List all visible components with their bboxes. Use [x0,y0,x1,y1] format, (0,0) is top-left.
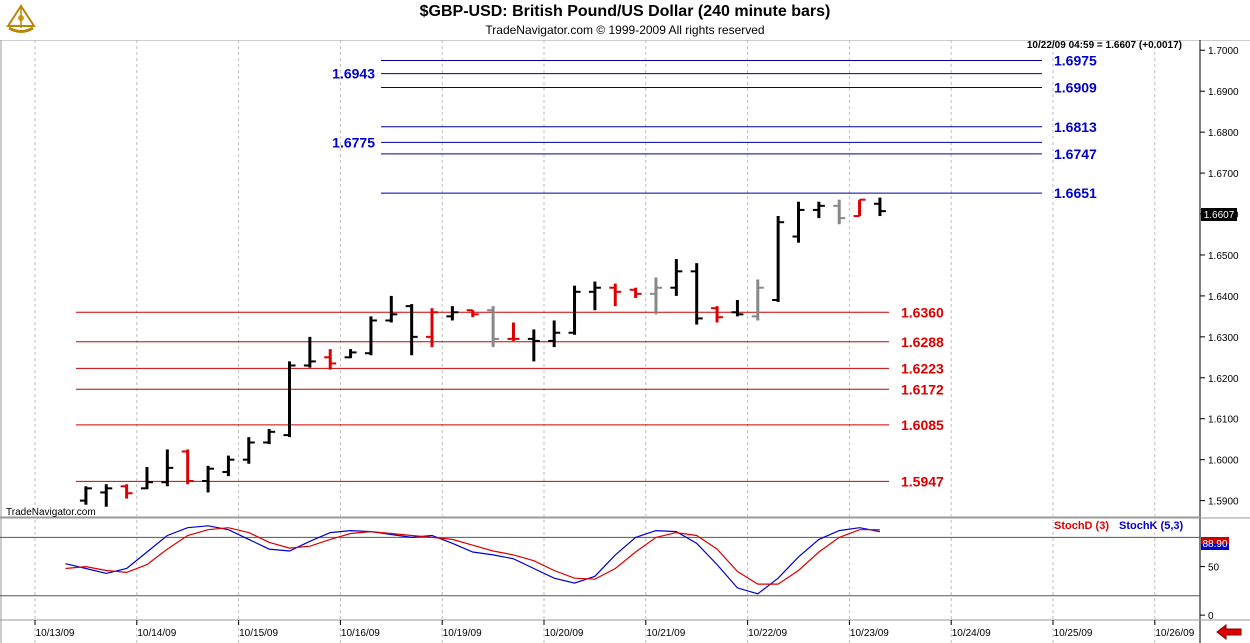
ohlc-bar [222,455,235,477]
ohlc-bar [100,484,113,507]
ohlc-bar [263,428,276,445]
ohlc-bar [690,263,703,325]
level-label: 1.6172 [901,381,944,397]
chart-title: $GBP-USD: British Pound/US Dollar (240 m… [419,3,831,20]
price-tick-label: 1.6000 [1208,456,1239,467]
ohlc-bar [283,361,296,438]
osc-last-value-label: 88.90 [1202,539,1227,550]
osc-tick-label: 50 [1208,563,1220,574]
ohlc-bars [79,197,886,507]
level-label: 1.6085 [901,417,944,433]
last-price-label: 1.6607 [1204,210,1235,221]
date-tick-label: 10/23/09 [850,628,889,639]
ohlc-bar [853,198,866,218]
scroll-left-arrow-icon[interactable] [1214,624,1244,640]
ohlc-bar [446,306,459,321]
price-tick-label: 1.6100 [1208,415,1239,426]
ohlc-bar [629,287,642,298]
ohlc-bar [527,329,540,362]
ohlc-bar [324,349,337,370]
ohlc-bar [426,308,439,348]
ohlc-bar [487,306,500,348]
ohlc-bar [181,449,194,485]
date-axis: 10/13/09 10/14/09 10/15/09 10/16/09 10/19/09… [34,620,1195,639]
price-tick-label: 1.6500 [1208,251,1239,262]
price-tick-label: 1.7000 [1208,46,1239,57]
chart-area: 1.6975 1.6943 1.6909 1.6813 1.6775 1.6747 1.66… [0,40,1250,643]
ohlc-bar [202,465,215,493]
date-tick-label: 10/21/09 [646,628,685,639]
ohlc-bar [344,349,357,359]
osc-tick-label: 0 [1208,611,1214,622]
chart-subtitle: TradeNavigator.com © 1999-2009 All right… [485,23,765,37]
ohlc-bar [711,306,724,323]
ohlc-bar [568,285,581,335]
ohlc-bar [120,484,133,499]
date-tick-label: 10/22/09 [748,628,787,639]
ohlc-bar [833,199,846,225]
date-tick-label: 10/26/09 [1155,628,1194,639]
price-readout: 10/22/09 04:59 = 1.6607 (+0.0017) [1027,40,1182,51]
ohlc-bar [385,295,398,323]
ohlc-bar [242,437,255,464]
ohlc-bar [731,299,744,317]
ohlc-bar [588,281,601,311]
ohlc-bar [609,283,622,307]
level-label: 1.6943 [332,66,375,82]
ohlc-bar [873,197,886,217]
legend-stochd: StochD (3) [1054,520,1109,532]
level-label: 1.6975 [1054,52,1097,68]
level-label: 1.5947 [901,473,944,489]
ohlc-bar [507,322,520,341]
last-price-marker [1201,208,1237,221]
stochd-line [65,527,880,585]
ohlc-bar [161,449,174,487]
ohlc-bar [79,486,92,505]
level-label: 1.6775 [332,134,375,150]
date-tick-label: 10/13/09 [36,628,75,639]
level-label: 1.6223 [901,360,944,376]
date-tick-label: 10/25/09 [1054,628,1093,639]
price-tick-label: 1.6800 [1208,128,1239,139]
price-levels: 1.6975 1.6943 1.6909 1.6813 1.6775 1.6747 1.66… [76,52,1097,489]
legend-stochk: StochK (5,3) [1119,520,1184,532]
price-tick-label: 1.6200 [1208,374,1239,385]
ohlc-bar [812,201,825,219]
level-label: 1.6909 [1054,79,1097,95]
ohlc-bar [364,316,377,356]
ohlc-bar [466,309,479,318]
level-label: 1.6360 [901,304,944,320]
ohlc-bar [548,320,561,348]
chart-header: $GBP-USD: British Pound/US Dollar (240 m… [0,0,1250,40]
stochastic-panel: 50 0 [0,525,1220,622]
ohlc-bar [649,277,662,315]
level-label: 1.6813 [1054,119,1097,135]
level-label: 1.6651 [1054,185,1097,201]
level-label: 1.6747 [1054,146,1097,162]
ohlc-bar [140,467,153,490]
sextant-logo-icon [6,4,36,33]
osc-last-value-marker-blue [1201,544,1229,550]
date-tick-label: 10/15/09 [239,628,278,639]
ohlc-bar [772,216,785,303]
date-tick-label: 10/14/09 [137,628,176,639]
price-tick-label: 1.6900 [1208,87,1239,98]
ohlc-bar [405,304,418,356]
date-tick-label: 10/20/09 [545,628,584,639]
date-tick-label: 10/24/09 [952,628,991,639]
price-tick-label: 1.5900 [1208,497,1239,508]
level-label: 1.6288 [901,334,944,350]
ohlc-bar [751,279,764,321]
ohlc-bar [670,259,683,296]
stochk-line [65,525,881,595]
date-tick-label: 10/19/09 [443,628,482,639]
ohlc-bar [303,336,316,368]
ohlc-bar [792,201,805,243]
watermark: TradeNavigator.com [6,507,96,518]
date-tick-label: 10/16/09 [341,628,380,639]
price-tick-label: 1.6400 [1208,292,1239,303]
price-tick-label: 1.6700 [1208,169,1239,180]
price-tick-label: 1.6300 [1208,333,1239,344]
